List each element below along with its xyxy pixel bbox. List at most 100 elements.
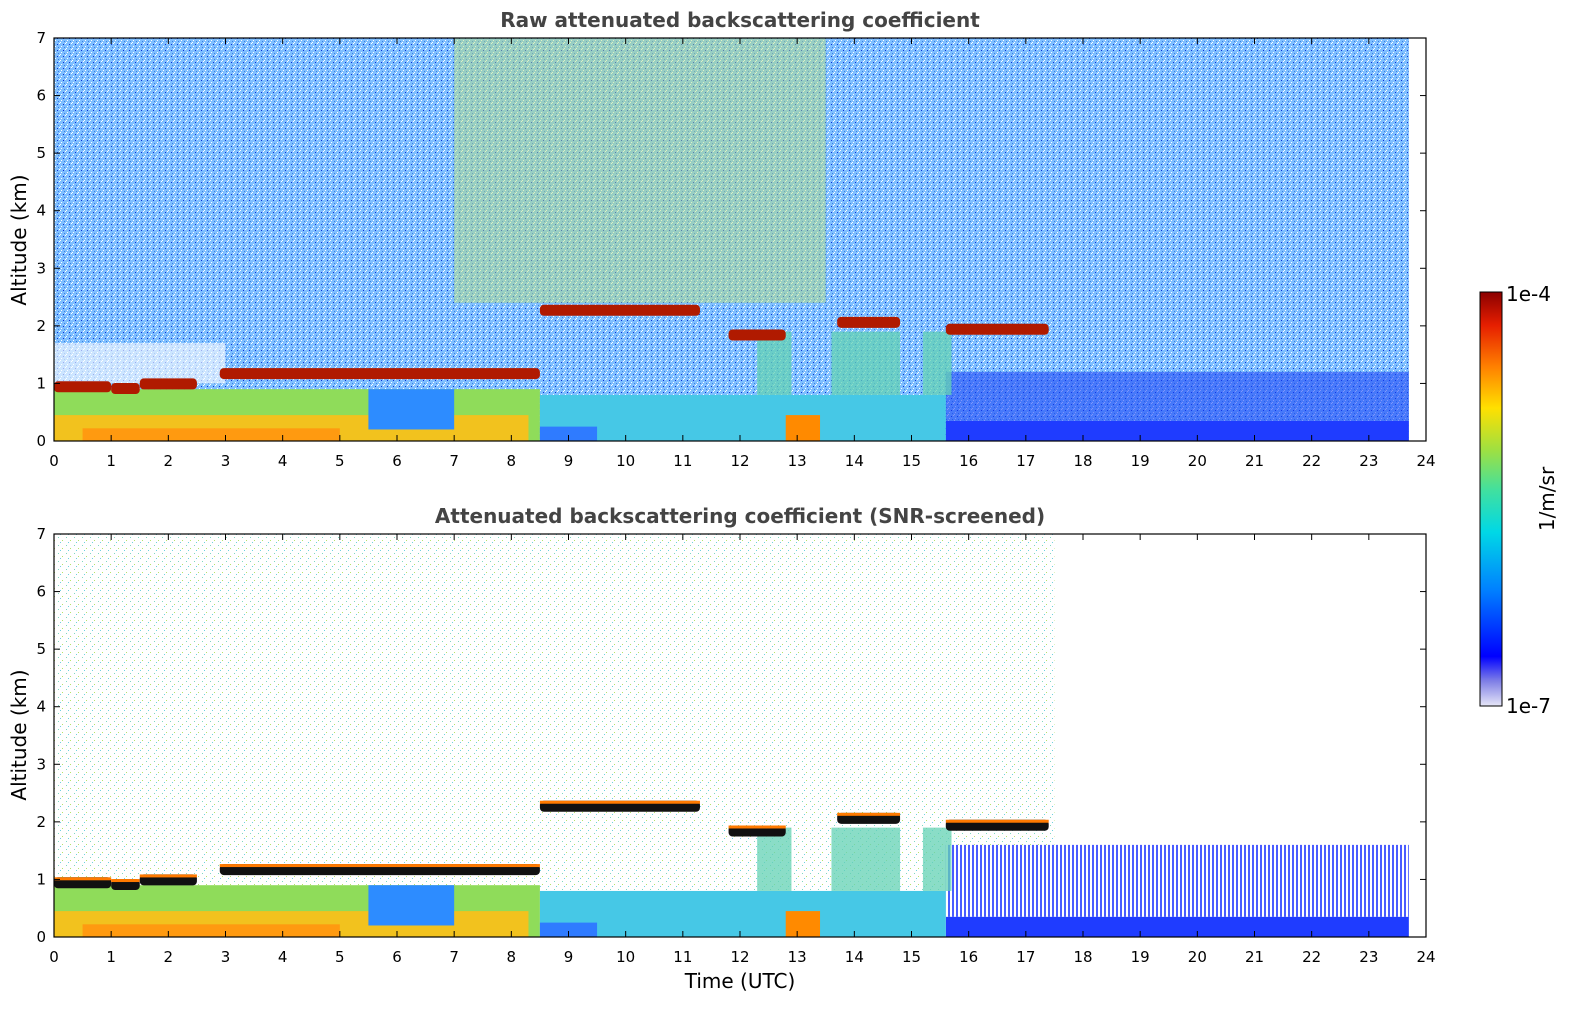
x-tick-label: 24 — [1416, 452, 1435, 470]
x-tick-label: 6 — [392, 452, 402, 470]
boundary-layer-top — [139, 378, 197, 390]
y-tick-label: 7 — [36, 29, 46, 47]
x-tick-label: 10 — [616, 948, 635, 966]
x-tick-label: 23 — [1359, 452, 1378, 470]
afternoon-layer — [539, 394, 946, 441]
y-tick-label: 3 — [36, 259, 46, 277]
x-tick-label: 8 — [507, 452, 517, 470]
cloud-layer — [539, 304, 700, 316]
x-tick-label: 14 — [845, 452, 864, 470]
x-tick-label: 9 — [564, 452, 574, 470]
colorbar: 1e-4 1e-7 1/m/sr — [1479, 282, 1559, 718]
clear-gap — [54, 343, 226, 384]
x-tick-label: 13 — [788, 948, 807, 966]
x-tick-label: 7 — [449, 948, 459, 966]
afternoon-layer-low — [539, 426, 598, 441]
top-x-ticks: 0 1 2 3 4 5 6 7 8 9 10 11 12 13 14 15 16 17 18 19 20 21 22 23 24 — [49, 38, 1436, 470]
boundary-layer-top — [54, 381, 112, 393]
x-tick-label: 1 — [106, 452, 116, 470]
convective-plume — [757, 331, 792, 395]
daytime-background — [454, 38, 826, 303]
boundary-layer-top — [219, 368, 540, 380]
x-tick-label: 3 — [221, 452, 231, 470]
nocturnal-layer — [945, 420, 1409, 441]
x-tick-label: 4 — [278, 452, 288, 470]
x-tick-label: 0 — [49, 948, 59, 966]
y-tick-label: 2 — [36, 317, 46, 335]
cloud-layer-edge — [219, 864, 540, 868]
top-y-ticks: 0 1 2 3 4 5 6 7 — [36, 29, 1426, 450]
x-tick-label: 19 — [1131, 452, 1150, 470]
x-tick-label: 20 — [1188, 948, 1207, 966]
y-tick-label: 6 — [36, 583, 46, 601]
x-tick-label: 15 — [902, 948, 921, 966]
bottom-heatmap — [54, 534, 1409, 937]
x-tick-label: 23 — [1359, 948, 1378, 966]
y-tick-label: 2 — [36, 813, 46, 831]
dense-aerosol-patch — [785, 415, 821, 441]
top-panel-title: Raw attenuated backscattering coefficien… — [500, 8, 980, 32]
y-tick-label: 4 — [36, 698, 46, 716]
top-y-axis-label: Altitude (km) — [7, 174, 31, 305]
cloud-layer-edge — [139, 874, 197, 878]
cloud-layer — [728, 329, 786, 341]
x-tick-label: 10 — [616, 452, 635, 470]
convective-plume — [831, 331, 901, 395]
x-tick-label: 12 — [730, 948, 749, 966]
x-tick-label: 11 — [673, 948, 692, 966]
afternoon-layer-low — [539, 922, 598, 937]
x-tick-label: 5 — [335, 948, 345, 966]
y-tick-label: 5 — [36, 144, 46, 162]
x-axis-label: Time (UTC) — [684, 969, 796, 993]
x-tick-label: 21 — [1245, 452, 1264, 470]
dense-aerosol-patch — [785, 911, 821, 937]
night-residual — [945, 371, 1409, 421]
y-tick-label: 7 — [36, 525, 46, 543]
top-heatmap — [54, 38, 1409, 441]
x-tick-label: 3 — [221, 948, 231, 966]
aerosol-gap — [368, 885, 455, 926]
x-tick-label: 0 — [49, 452, 59, 470]
convective-plume — [831, 827, 901, 891]
x-tick-label: 24 — [1416, 948, 1435, 966]
y-tick-label: 3 — [36, 755, 46, 773]
y-tick-label: 1 — [36, 374, 46, 392]
aerosol-gap — [368, 389, 455, 430]
aerosol-layer-dense — [82, 428, 340, 441]
bottom-y-ticks: 0 1 2 3 4 5 6 7 — [36, 525, 1426, 946]
colorbar-unit-label: 1/m/sr — [1535, 466, 1559, 531]
y-tick-label: 1 — [36, 870, 46, 888]
cloud-layer — [945, 323, 1049, 335]
x-tick-label: 13 — [788, 452, 807, 470]
raw-backscatter-panel: Raw attenuated backscattering coefficien… — [7, 8, 1436, 470]
y-tick-label: 4 — [36, 202, 46, 220]
y-tick-label: 6 — [36, 87, 46, 105]
cloud-layer-edge — [54, 877, 112, 881]
cloud-layer-edge — [539, 800, 700, 804]
screened-noise — [54, 534, 1055, 937]
x-tick-label: 11 — [673, 452, 692, 470]
x-tick-label: 2 — [164, 948, 174, 966]
x-tick-label: 14 — [845, 948, 864, 966]
x-tick-label: 9 — [564, 948, 574, 966]
y-tick-label: 0 — [36, 928, 46, 946]
afternoon-layer — [539, 890, 946, 937]
x-tick-label: 6 — [392, 948, 402, 966]
x-tick-label: 21 — [1245, 948, 1264, 966]
x-tick-label: 17 — [1016, 948, 1035, 966]
cloud-layer-edge — [728, 825, 786, 829]
x-tick-label: 5 — [335, 452, 345, 470]
bottom-x-ticks: 0 1 2 3 4 5 6 7 8 9 10 11 12 13 14 15 16 17 18 19 20 21 22 23 24 — [49, 534, 1436, 966]
bottom-panel-title: Attenuated backscattering coefficient (S… — [435, 504, 1045, 528]
y-tick-label: 0 — [36, 432, 46, 450]
x-tick-label: 15 — [902, 452, 921, 470]
x-tick-label: 18 — [1073, 948, 1092, 966]
colorbar-max-label: 1e-4 — [1506, 282, 1551, 306]
screened-night-streaks — [945, 844, 1409, 917]
boundary-layer-top — [111, 383, 140, 395]
colorbar-min-label: 1e-7 — [1506, 694, 1551, 718]
snr-screened-panel: Attenuated backscattering coefficient (S… — [7, 504, 1436, 993]
cloud-layer-edge — [837, 812, 901, 816]
x-tick-label: 22 — [1302, 452, 1321, 470]
